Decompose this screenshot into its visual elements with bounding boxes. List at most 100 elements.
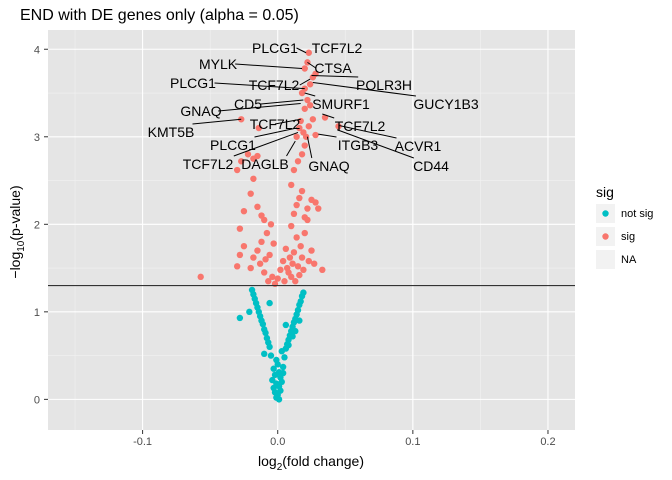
data-point-sig xyxy=(301,142,308,149)
data-point-sig xyxy=(319,266,326,274)
y-tick-label: 0 xyxy=(34,394,40,406)
data-point-sig xyxy=(298,254,306,261)
data-point-sig xyxy=(312,131,319,139)
data-point-sig xyxy=(315,205,322,212)
legend-label: not sig xyxy=(621,208,653,220)
data-point-sig xyxy=(250,254,257,261)
data-point-sig xyxy=(247,264,254,272)
label-leader-line xyxy=(192,118,242,125)
gene-labels: PLCG1 TCF7L2 CTSA MYLK POLR3H TCF7L2 PLCG1 GUCY… xyxy=(148,40,479,174)
label-leader-line xyxy=(311,75,359,78)
plot-panel xyxy=(48,30,575,430)
data-point-sig xyxy=(236,225,244,232)
data-point-not-sig xyxy=(261,326,268,333)
data-point-sig xyxy=(236,251,244,259)
x-axis-title: log2(fold change) xyxy=(258,453,364,473)
data-point-sig xyxy=(308,247,315,254)
gene-label: CD5 xyxy=(234,96,262,112)
gene-label: GNAQ xyxy=(308,158,349,174)
data-point-not-sig xyxy=(236,314,244,322)
data-point-sig xyxy=(263,229,271,237)
data-point-not-sig xyxy=(273,356,280,364)
data-point-sig xyxy=(254,247,261,254)
data-point-sig xyxy=(240,242,248,250)
minor-gridlines xyxy=(48,30,575,430)
gene-label: TCF7L2 xyxy=(249,77,300,93)
x-axis-title-main: log xyxy=(258,453,277,469)
label-leader-line xyxy=(274,118,301,125)
y-axis-title-main: −log xyxy=(7,252,23,279)
data-point-not-sig xyxy=(269,376,276,384)
gene-label: KMT5B xyxy=(148,124,195,140)
legend-label: sig xyxy=(621,231,635,243)
data-point-sig xyxy=(298,187,306,195)
label-leader-line xyxy=(322,113,335,119)
data-point-sig xyxy=(240,207,248,215)
x-axis-title-sub: 2 xyxy=(277,462,283,473)
label-leader-line xyxy=(233,131,299,157)
data-point-not-sig xyxy=(266,299,273,307)
data-point-sig xyxy=(290,249,298,256)
data-point-not-sig xyxy=(300,289,307,296)
data-point-sig xyxy=(294,263,302,270)
data-point-sig xyxy=(293,201,300,209)
chart-title: END with DE genes only (alpha = 0.05) xyxy=(20,7,299,24)
data-point-sig xyxy=(256,260,264,267)
data-point-sig xyxy=(305,257,312,265)
data-point-not-sig xyxy=(282,321,290,329)
data-point-not-sig xyxy=(248,286,256,294)
gene-label: DAGLB xyxy=(241,156,288,172)
x-tick-label: -0.1 xyxy=(133,436,152,448)
data-point-sig xyxy=(261,269,268,276)
data-point-sig xyxy=(262,256,269,263)
label-leader-line xyxy=(306,136,313,159)
data-point-not-sig xyxy=(270,365,277,372)
data-point-sig xyxy=(301,105,308,112)
data-point-not-sig xyxy=(285,341,292,349)
data-point-sig xyxy=(267,221,275,228)
data-point-sig xyxy=(247,190,254,197)
legend-label: NA xyxy=(621,254,637,266)
y-axis-ticks: 0 1 2 3 4 xyxy=(34,44,48,406)
data-point-not-sig xyxy=(289,333,296,340)
data-point-not-sig xyxy=(246,308,253,316)
gene-label: PLCG1 xyxy=(170,75,216,91)
label-leader-line xyxy=(338,124,397,139)
label-leader-line xyxy=(318,133,337,138)
data-point-sig xyxy=(301,214,308,221)
data-point-sig xyxy=(281,278,288,285)
data-point-sig xyxy=(290,210,298,218)
data-point-sig xyxy=(306,81,314,88)
y-tick-label: 2 xyxy=(34,219,40,231)
data-point-not-sig xyxy=(296,317,303,324)
label-leader-line xyxy=(299,78,311,86)
gene-label: CD44 xyxy=(413,158,449,174)
data-point-sig xyxy=(270,240,277,247)
data-point-sig xyxy=(304,96,311,104)
data-point-sig xyxy=(305,123,312,130)
gene-label: TCF7L2 xyxy=(312,40,363,56)
data-point-sig xyxy=(197,273,204,281)
data-point-sig xyxy=(250,175,257,182)
data-point-sig xyxy=(277,266,284,274)
y-tick-label: 1 xyxy=(34,307,40,319)
data-point-sig xyxy=(301,229,308,237)
label-leader-line xyxy=(260,99,304,105)
data-point-sig xyxy=(305,49,312,56)
gene-label: TCF7L2 xyxy=(250,116,301,132)
data-point-sig xyxy=(233,263,241,270)
data-point-sig xyxy=(254,203,261,211)
x-tick-label: 0.1 xyxy=(405,436,420,448)
y-tick-label: 3 xyxy=(34,132,40,144)
label-leader-line xyxy=(304,92,316,97)
legend-key-dot xyxy=(602,210,609,217)
data-point-sig xyxy=(238,158,245,165)
data-points xyxy=(197,49,342,403)
gene-label: CTSA xyxy=(314,60,352,76)
label-leader-line xyxy=(214,82,305,90)
data-point-sig xyxy=(294,158,302,165)
data-point-sig xyxy=(290,166,298,174)
data-point-sig xyxy=(335,123,342,130)
data-point-not-sig xyxy=(279,363,287,371)
